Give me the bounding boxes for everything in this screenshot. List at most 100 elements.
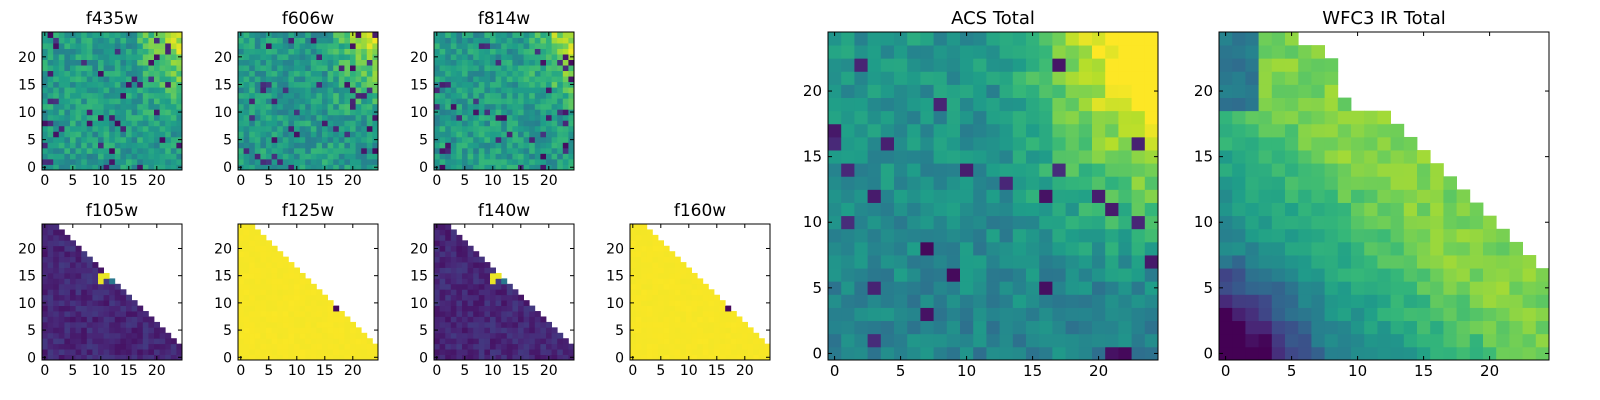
heatmap-cell (53, 109, 60, 116)
heatmap-cell (238, 321, 244, 328)
heatmap-cell (1390, 320, 1405, 335)
heatmap-cell (282, 32, 289, 38)
heatmap-cell (1258, 215, 1273, 230)
heatmap-cell (495, 147, 502, 154)
heatmap-cell (64, 338, 71, 345)
heatmap-cell (506, 70, 513, 77)
heatmap-cell (1219, 333, 1233, 348)
heatmap-cell (1012, 307, 1027, 322)
heatmap-cell (999, 84, 1014, 98)
heatmap-cell (1232, 215, 1246, 230)
heatmap-cell (361, 109, 368, 116)
heatmap-cell (294, 294, 300, 301)
heatmap-cell (299, 300, 306, 306)
heatmap-cell (1144, 71, 1159, 85)
heatmap-cell (288, 349, 295, 355)
heatmap-cell (165, 153, 172, 160)
heatmap-cell (260, 120, 267, 127)
heatmap-cell (148, 158, 155, 165)
heatmap-cell (1092, 84, 1106, 98)
heatmap-cell (81, 278, 88, 285)
heatmap-cell (114, 354, 121, 361)
heatmap-cell (1105, 255, 1119, 269)
heatmap-cell (512, 164, 519, 171)
heatmap-cell (907, 189, 921, 203)
heatmap-cell (501, 283, 508, 290)
heatmap-cell (305, 283, 312, 290)
heatmap-cell (64, 272, 71, 279)
heatmap-cell (254, 234, 261, 241)
heatmap-cell (697, 321, 704, 328)
y-tick-label: 10 (18, 296, 36, 312)
heatmap-cell (1443, 215, 1457, 230)
y-tick-label: 15 (410, 269, 428, 285)
heatmap-cell (641, 316, 648, 323)
heatmap-cell (176, 131, 183, 138)
heatmap-cell (1144, 215, 1159, 230)
heatmap-cell (243, 103, 250, 110)
heatmap-cell (1078, 255, 1093, 269)
heatmap-cell (439, 332, 446, 339)
heatmap-cell (361, 32, 368, 38)
heatmap-cell (445, 327, 452, 334)
heatmap-cell (680, 332, 687, 339)
heatmap-cell (114, 305, 121, 312)
heatmap-cell (933, 110, 948, 125)
heatmap-cell (1311, 71, 1325, 85)
heatmap-cell (1443, 176, 1457, 190)
heatmap-cell (445, 256, 452, 263)
heatmap-cell (299, 343, 306, 350)
heatmap-cell (81, 267, 88, 274)
heatmap-cell (109, 300, 116, 306)
heatmap-cell (1065, 176, 1080, 190)
heatmap-cell (986, 202, 1000, 217)
heatmap-cell (841, 346, 855, 361)
heatmap-cell (445, 153, 452, 160)
heatmap-cell (64, 256, 71, 263)
heatmap-cell (299, 98, 306, 105)
heatmap-cell (310, 349, 317, 355)
heatmap-cell (53, 289, 60, 296)
heatmap-cell (1403, 333, 1418, 348)
heatmap-cell (305, 338, 312, 345)
heatmap-cell (973, 97, 987, 112)
heatmap-cell (551, 349, 558, 355)
heatmap-cell (131, 332, 138, 339)
heatmap-cell (1417, 346, 1431, 361)
heatmap-cell (81, 262, 88, 268)
heatmap-cell (70, 54, 76, 60)
heatmap-cell (53, 125, 60, 132)
heatmap-cell (109, 349, 116, 355)
heatmap-cell (986, 32, 1000, 46)
heatmap-cell (456, 48, 463, 55)
heatmap-cell (540, 125, 547, 132)
heatmap-cell (562, 98, 569, 105)
heatmap-cell (1219, 268, 1233, 282)
heatmap-cell (176, 32, 183, 38)
heatmap-cell (75, 245, 82, 252)
heatmap-cell (506, 153, 513, 160)
heatmap-cell (366, 164, 373, 171)
heatmap-cell (154, 114, 160, 121)
heatmap-cell (764, 343, 771, 350)
heatmap-cell (1219, 346, 1233, 361)
heatmap-cell (350, 48, 356, 55)
heatmap-cell (333, 158, 340, 165)
heatmap-cell (641, 229, 648, 236)
heatmap-cell (562, 37, 569, 44)
heatmap-cell (366, 120, 373, 127)
heatmap-cell (1509, 346, 1523, 361)
heatmap-cell (960, 294, 974, 308)
heatmap-cell (1390, 255, 1405, 269)
heatmap-cell (456, 87, 463, 94)
heatmap-cell (126, 349, 132, 355)
heatmap-cell (1026, 84, 1040, 98)
heatmap-cell (1483, 294, 1497, 308)
heatmap-cell (266, 256, 272, 263)
heatmap-cell (1496, 320, 1510, 335)
heatmap-cell (490, 267, 496, 274)
y-tick-label: 20 (18, 241, 36, 257)
heatmap-cell (355, 147, 362, 154)
heatmap-cell (1065, 110, 1080, 125)
